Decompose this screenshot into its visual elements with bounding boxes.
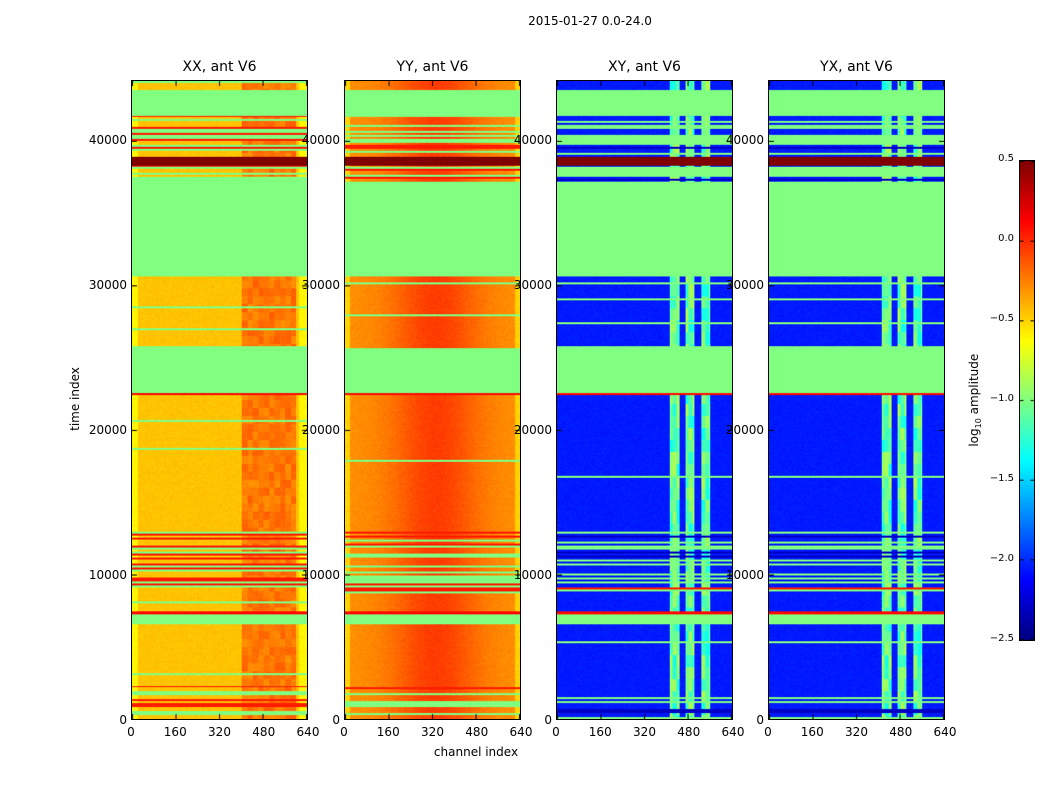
y-tick-label: 40000 [301,132,340,147]
x-tick-label: 0 [764,725,772,739]
x-tick-label: 320 [633,725,656,739]
y-tick-label: 30000 [513,277,552,292]
x-tick-label: 480 [889,725,913,739]
y-tick-label: 10000 [301,567,340,582]
y-axis-label: time index [68,367,82,431]
y-tick-label: 40000 [513,132,552,147]
x-tick-label: 320 [845,725,868,739]
y-tick-label: 0 [544,712,552,727]
x-tick-label: 640 [721,725,745,739]
panel-title: YY, ant V6 [396,59,469,75]
heatmap-panel [344,80,521,720]
x-tick-label: 160 [588,725,612,739]
colorbar-tick-label: −1.5 [989,473,1014,484]
x-tick-label: 0 [552,725,560,739]
y-tick-label: 20000 [725,422,764,437]
y-tick-label: 10000 [513,567,552,582]
x-tick-label: 480 [465,725,489,739]
x-tick-label: 320 [421,725,444,739]
colorbar-tick-label: 0.5 [998,153,1014,164]
panel-title: XY, ant V6 [608,59,681,75]
heatmap-panel [768,80,945,720]
x-tick-label: 640 [509,725,533,739]
y-tick-label: 40000 [725,132,764,147]
figure-title: 2015-01-27 0.0-24.0 [528,14,652,28]
colorbar-tick-label: −2.0 [989,553,1014,564]
y-tick-label: 20000 [301,422,340,437]
x-tick-label: 160 [163,725,187,739]
x-tick-label: 480 [677,725,701,739]
colorbar [1019,160,1035,641]
colorbar-tick-label: 0.0 [998,233,1014,244]
y-tick-label: 10000 [725,567,764,582]
panel-title: XX, ant V6 [182,59,257,75]
y-tick-label: 20000 [88,422,127,437]
x-tick-label: 640 [933,725,957,739]
y-tick-label: 30000 [725,277,764,292]
colorbar-label: log10 amplitude [966,353,984,447]
y-tick-label: 0 [332,712,340,727]
panel-title: YX, ant V6 [820,59,893,75]
y-tick-label: 40000 [88,132,127,147]
x-tick-label: 0 [340,725,348,739]
y-tick-label: 30000 [301,277,340,292]
colorbar-tick-label: −2.5 [989,633,1014,644]
x-tick-label: 480 [252,725,276,739]
x-tick-label: 0 [127,725,135,739]
colorbar-tick-label: −0.5 [989,313,1014,324]
heatmap-panel [131,80,308,720]
y-tick-label: 10000 [88,567,127,582]
y-tick-label: 30000 [88,277,127,292]
x-axis-label: channel index [433,745,519,759]
y-tick-label: 20000 [513,422,552,437]
y-tick-label: 0 [756,712,764,727]
x-tick-label: 320 [208,725,231,739]
x-tick-label: 160 [800,725,824,739]
x-tick-label: 640 [296,725,320,739]
y-tick-label: 0 [119,712,127,727]
colorbar-tick-label: −1.0 [989,393,1014,404]
heatmap-panel [556,80,733,720]
x-tick-label: 160 [376,725,400,739]
